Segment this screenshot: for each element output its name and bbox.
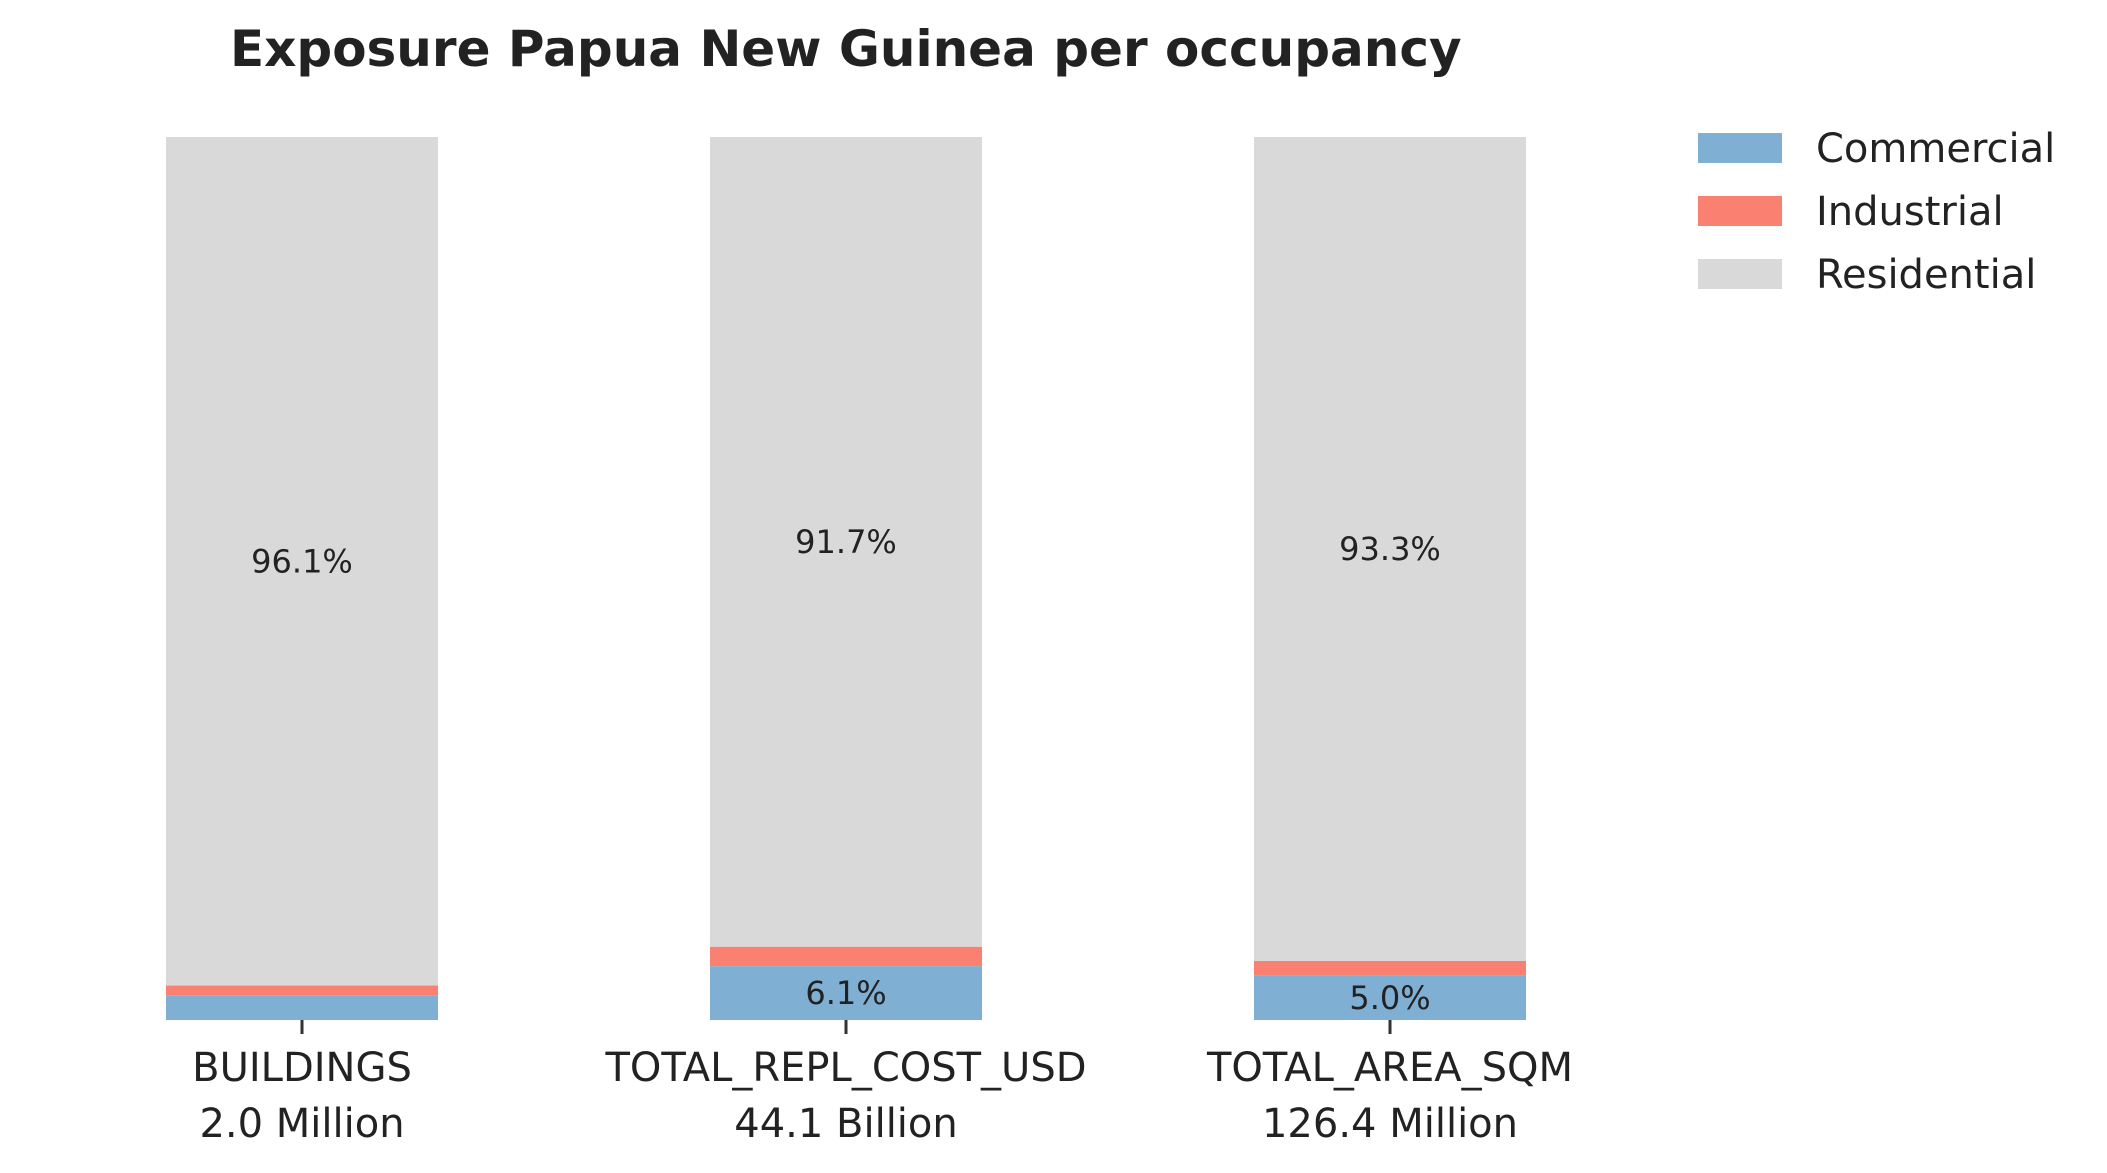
x-total-label-total-repl-cost-usd: 44.1 Billion [734, 1101, 958, 1147]
data-label-commercial-total-area-sqm: 5.0% [1349, 979, 1430, 1017]
legend-label-residential: Residential [1816, 252, 2036, 298]
data-label-residential-total-area-sqm: 93.3% [1339, 530, 1441, 568]
x-tick-label-total-area-sqm: TOTAL_AREA_SQM [1206, 1045, 1573, 1091]
x-total-label-total-area-sqm: 126.4 Million [1262, 1101, 1518, 1147]
bar-commercial-total-area-sqm [1254, 975, 1526, 1020]
bar-residential-total-area-sqm [1254, 137, 1526, 961]
bars-group [166, 137, 1526, 1020]
x-total-label-buildings: 2.0 Million [199, 1101, 404, 1147]
data-label-commercial-total-repl-cost-usd: 6.1% [805, 974, 886, 1012]
bar-residential-buildings [166, 137, 438, 986]
x-tick-label-total-repl-cost-usd: TOTAL_REPL_COST_USD [604, 1045, 1086, 1091]
data-label-residential-total-repl-cost-usd: 91.7% [795, 523, 897, 561]
data-labels-group: 96.1% 6.1% 91.7% 5.0% 93.3% [251, 523, 1441, 1017]
data-label-residential-buildings: 96.1% [251, 542, 353, 580]
bar-industrial-total-area-sqm [1254, 960, 1526, 976]
legend: Commercial Industrial Residential [1698, 126, 2055, 298]
bar-residential-total-repl-cost-usd [710, 137, 982, 947]
legend-label-industrial: Industrial [1816, 189, 2004, 235]
bar-commercial-buildings [166, 995, 438, 1020]
legend-swatch-commercial [1698, 133, 1782, 163]
bar-industrial-total-repl-cost-usd [710, 946, 982, 967]
legend-label-commercial: Commercial [1816, 126, 2055, 172]
legend-swatch-industrial [1698, 196, 1782, 226]
chart-title: Exposure Papua New Guinea per occupancy [230, 20, 1462, 78]
bar-industrial-buildings [166, 985, 438, 996]
x-axis: BUILDINGS 2.0 Million TOTAL_REPL_COST_USD 4… [192, 1020, 1573, 1147]
legend-swatch-residential [1698, 259, 1782, 289]
x-tick-label-buildings: BUILDINGS [192, 1045, 412, 1091]
bar-commercial-total-repl-cost-usd [710, 966, 982, 1020]
